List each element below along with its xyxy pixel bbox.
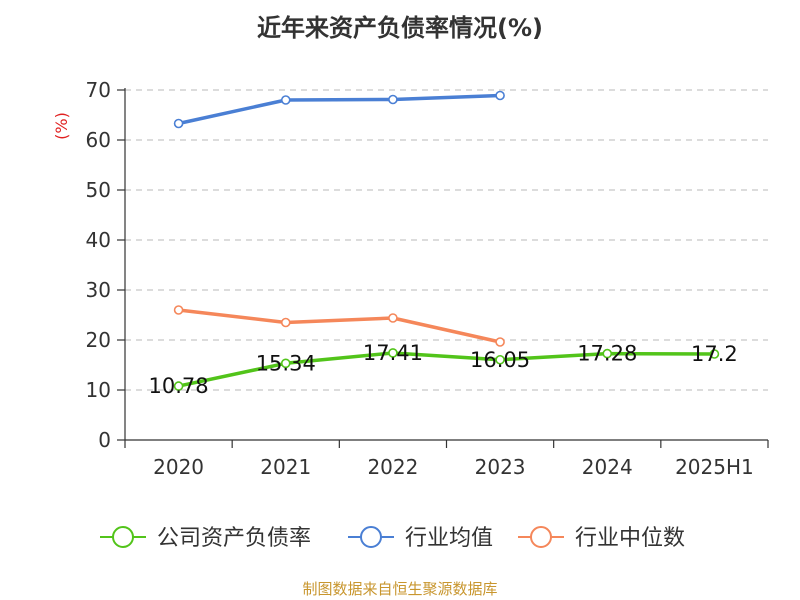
data-point xyxy=(280,358,291,369)
x-tick-label: 2023 xyxy=(475,455,526,479)
y-axis-label: (%) xyxy=(52,112,71,140)
data-label: 17.28 xyxy=(577,342,637,366)
data-point xyxy=(709,349,720,359)
data-point xyxy=(495,354,505,365)
data-point xyxy=(495,90,505,101)
y-tick-label: 60 xyxy=(86,128,111,152)
y-tick-label: 30 xyxy=(86,278,111,302)
x-tick-label: 2025H1 xyxy=(675,455,754,479)
x-tick-label: 2024 xyxy=(582,455,633,479)
data-point xyxy=(602,348,613,359)
data-point xyxy=(280,317,291,328)
data-label: 15.34 xyxy=(256,351,316,375)
data-label: 17.41 xyxy=(363,341,423,365)
legend-label: 行业均值 xyxy=(405,526,493,551)
series-line xyxy=(178,351,715,388)
series-line xyxy=(178,308,501,344)
legend-marker xyxy=(112,526,134,548)
data-label-layer: 10.78 15.34 17.41 16.05 17.28 17.2 xyxy=(149,341,738,398)
data-source-note: 制图数据来自恒生聚源数据库 xyxy=(302,580,498,598)
legend-label: 行业中位数 xyxy=(575,526,685,551)
data-point xyxy=(173,118,184,129)
series-layer xyxy=(173,90,720,391)
y-tick-label: 50 xyxy=(86,178,111,202)
y-tick-label: 10 xyxy=(86,378,111,402)
data-point xyxy=(280,95,291,105)
data-point xyxy=(495,337,505,347)
legend-label: 公司资产负债率 xyxy=(157,526,311,551)
data-point xyxy=(388,313,398,323)
data-label: 17.2 xyxy=(691,342,738,366)
data-point xyxy=(173,305,184,315)
data-label: 10.78 xyxy=(149,374,209,398)
x-tick-label: 2021 xyxy=(260,455,311,479)
x-tick-label: 2020 xyxy=(153,455,204,479)
series-line xyxy=(178,93,501,126)
data-point xyxy=(173,381,184,391)
x-tick-label: 2022 xyxy=(367,455,418,479)
y-tick-label: 0 xyxy=(98,428,111,452)
chart-title: 近年来资产负债率情况(%) xyxy=(257,14,543,42)
legend: 公司资产负债率 行业均值 行业中位数 xyxy=(100,526,685,551)
axis-layer: 0 10 20 30 40 50 60 70 (%) 2020 2021 2022 2023 2024 20… xyxy=(52,78,769,479)
data-point xyxy=(388,94,398,105)
legend-marker xyxy=(360,526,382,548)
grid-layer xyxy=(125,89,768,391)
y-tick-label: 40 xyxy=(86,228,111,252)
data-point xyxy=(388,348,398,358)
legend-marker xyxy=(530,526,552,548)
y-tick-label: 70 xyxy=(86,78,111,102)
data-label: 16.05 xyxy=(470,348,530,372)
y-tick-label: 20 xyxy=(86,328,111,352)
